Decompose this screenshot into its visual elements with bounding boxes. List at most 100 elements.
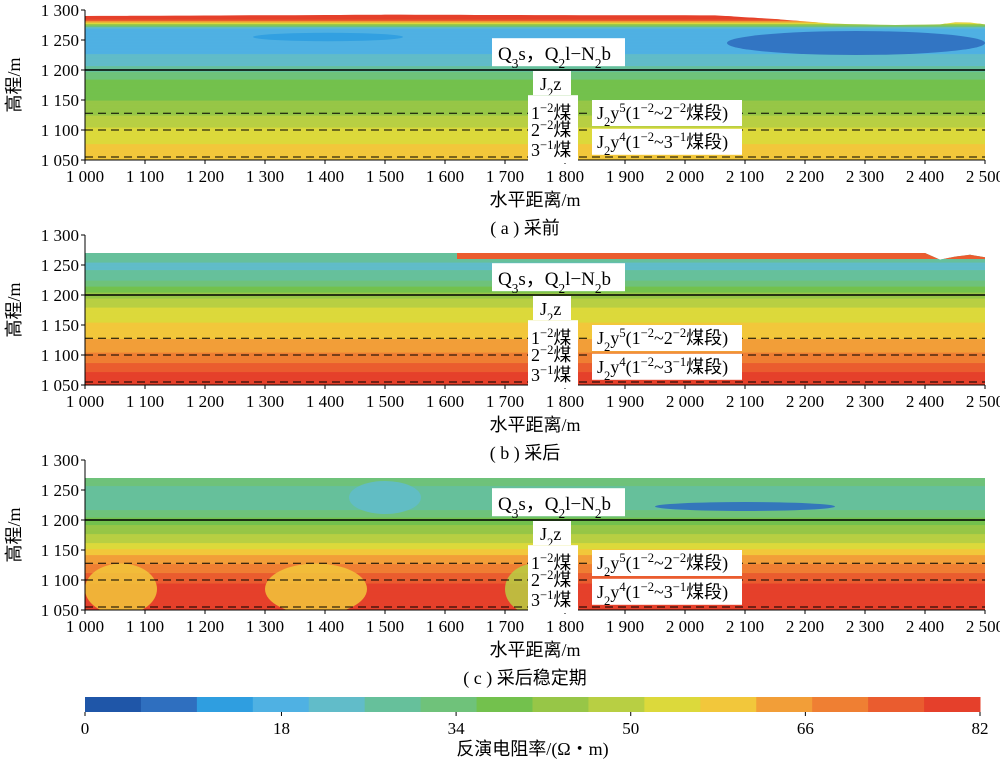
strata-label-part: 2 [595,56,602,71]
strata-label-part: 煤段) [686,103,728,124]
strata-label: 1−2煤 [531,551,571,573]
x-tick-label: 1 600 [426,392,464,411]
strata-label: Q3s，Q2l−N2b [498,269,611,296]
colorbar-swatch [924,697,981,712]
strata-label: J2y5(1−2~2−2煤段) [597,551,728,579]
strata-label-part: y [610,103,619,123]
y-axis-label: 高程/m [4,57,24,112]
heat-band [85,94,985,97]
panel-caption: ( b ) 采后 [490,443,561,464]
label-box [592,578,742,605]
heat-band [85,249,985,251]
strata-label-part: ~2 [654,553,673,573]
label-box [592,128,742,155]
x-tick-label: 2 300 [846,392,884,411]
x-tick-label: 1 900 [606,167,644,186]
strata-label-part: 煤 [553,328,571,348]
heat-band [85,482,985,485]
strata-label-part: 5 [619,551,625,565]
y-tick-label: 1 200 [41,61,79,80]
strata-label-part: z [553,524,561,544]
strata-label: 2−2煤 [531,568,571,590]
low-zone [265,563,367,610]
strata-label-part: 2 [604,369,610,383]
label-box [533,296,571,320]
heat-band [85,16,985,19]
strata-label: J2z [540,299,561,325]
x-tick-label: 1 700 [486,392,524,411]
x-tick-label: 1 900 [606,392,644,411]
x-tick-label: 1 800 [546,167,584,186]
panel-c: 1 050 1 100 1 150 1 200 1 250 1 300 1 000 1 100… [4,451,1000,689]
strata-label: Q3s，Q2l−N2b [498,494,611,521]
heat-band [85,14,985,17]
strata-label-part: 2 [559,506,566,521]
strata-label-part: Q [498,494,512,515]
colorbar-swatch [700,697,757,712]
y-tick-label: 1 150 [41,91,79,110]
x-axis-label: 水平距离/m [489,415,580,435]
strata-label-part: y [610,582,619,602]
heat-band [85,466,985,468]
heat-band [85,250,985,252]
x-tick-label: 1 000 [66,392,104,411]
x-tick-label: 2 100 [726,617,764,636]
strata-label-part: −2 [641,551,654,565]
x-tick-label: 1 700 [486,617,524,636]
colorbar-swatch [756,697,813,712]
strata-label-part: 2 [595,281,602,296]
heat-band [85,244,985,246]
y-tick-label: 1 200 [41,511,79,530]
heat-band [85,240,985,242]
heat-band [85,29,985,32]
strata-label-part: 煤 [553,120,571,140]
heat-band [85,22,985,25]
x-tick-label: 1 100 [126,392,164,411]
x-tick-label: 1 300 [246,167,284,186]
colorbar-swatch [252,697,310,712]
strata-label-part: −1 [540,138,553,152]
strata-label-part: 2 [547,311,553,325]
y-tick-label: 1 300 [41,226,79,245]
heat-band [85,319,985,322]
panel-b: 1 050 1 100 1 150 1 200 1 250 1 300 1 000 1 100… [4,226,1000,464]
heat-band [85,515,985,518]
heat-band [85,19,985,22]
strata-label-part: l [565,44,570,65]
strata-label-part: ~3 [654,582,673,602]
colorbar-swatch [196,697,254,712]
strata-label-part: ~3 [654,132,673,152]
strata-label-part: −2 [641,130,654,144]
x-tick-label: 2 200 [786,617,824,636]
heat-band [85,20,985,23]
x-tick-label: 1 300 [246,392,284,411]
strata-label-part: −2 [540,568,553,582]
heat-band [85,469,985,471]
strata-label: J2y4(1−2~3−1煤段) [597,580,728,608]
x-tick-label: 2 500 [966,617,1000,636]
strata-label-part: b [602,44,612,65]
colorbar-tick-label: 0 [81,719,90,738]
x-tick-label: 2 500 [966,392,1000,411]
label-box [533,521,571,545]
strata-label: 2−2煤 [531,118,571,140]
x-tick-label: 1 400 [306,617,344,636]
strata-label: 3−1煤 [531,588,571,610]
x-tick-label: 1 100 [126,617,164,636]
strata-label-part: J [540,524,547,544]
colorbar-tick-label: 66 [797,719,814,738]
strata-label-part: (1 [626,357,641,378]
strata-label-part: (1 [626,553,641,574]
heat-band [85,34,985,37]
strata-label-part: 2 [559,56,566,71]
heat-band [85,260,985,263]
heat-band [85,17,985,20]
strata-label: J2y4(1−2~3−1煤段) [597,130,728,158]
strata-label-part: 煤段) [686,553,728,574]
strata-label-part: y [610,328,619,348]
strata-label-part: 2 [547,86,553,100]
low-zone [85,563,157,610]
strata-label-part: y [610,357,619,377]
strata-label-part: J [540,299,547,319]
